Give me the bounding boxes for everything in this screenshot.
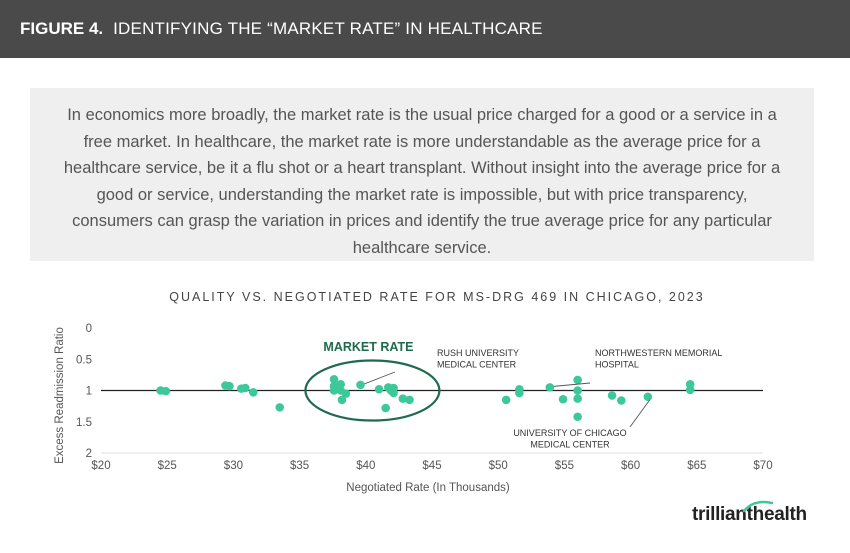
data-point <box>573 412 582 422</box>
x-tick-label: $65 <box>687 460 706 472</box>
data-point <box>398 394 408 403</box>
x-tick-label: $35 <box>290 460 309 472</box>
data-point <box>337 395 347 405</box>
intro-text: In economics more broadly, the market ra… <box>63 106 781 257</box>
data-point <box>607 391 617 400</box>
trilliant-health-logo: trillianthealth <box>692 504 807 526</box>
data-point <box>225 381 234 391</box>
annotation-label: MEDICAL CENTER <box>530 440 610 450</box>
x-axis-label: Negotiated Rate (In Thousands) <box>346 482 510 494</box>
data-point <box>501 395 511 405</box>
logo-text-1: trilliant <box>692 504 753 525</box>
logo-text-2: health <box>752 504 807 525</box>
annotation-leader-line <box>364 371 396 385</box>
annotation-label: HOSPITAL <box>595 360 639 370</box>
market-rate-ellipse <box>304 359 441 422</box>
data-point <box>405 395 414 405</box>
y-tick-label: 0 <box>86 323 92 335</box>
intro-text-box: In economics more broadly, the market ra… <box>30 88 814 261</box>
chart-title: QUALITY VS. NEGOTIATED RATE FOR MS-DRG 4… <box>169 290 705 304</box>
annotation-label: UNIVERSITY OF CHICAGO <box>513 428 626 438</box>
data-point <box>558 394 568 404</box>
y-tick-label: 0.5 <box>76 354 92 366</box>
data-point <box>617 396 626 405</box>
annotation-label: NORTHWESTERN MEMORIAL <box>595 348 722 358</box>
data-point <box>248 388 258 397</box>
data-point <box>241 383 250 393</box>
annotation-leader-line <box>629 399 651 428</box>
x-tick-label: $50 <box>489 460 508 472</box>
data-point <box>685 385 695 395</box>
data-point <box>161 386 171 396</box>
x-tick-label: $40 <box>356 460 375 472</box>
y-tick-label: 2 <box>86 448 92 460</box>
data-point <box>515 388 524 398</box>
y-tick-label: 1.5 <box>76 417 92 429</box>
x-tick-label: $70 <box>753 460 772 472</box>
data-point <box>573 394 582 403</box>
data-point <box>356 380 365 390</box>
y-axis-label: Excess Readmission Ratio <box>54 327 66 464</box>
data-point <box>545 383 555 392</box>
market-rate-label: MARKET RATE <box>323 340 413 354</box>
x-tick-label: $25 <box>158 460 177 472</box>
y-tick-label: 1 <box>86 386 92 398</box>
data-point <box>341 389 351 398</box>
annotation-label: MEDICAL CENTER <box>437 360 517 370</box>
logo-swoosh-icon <box>742 500 774 513</box>
x-tick-label: $30 <box>224 460 243 472</box>
data-point <box>374 384 384 394</box>
figure-label: FIGURE 4. <box>20 19 104 38</box>
figure-header: FIGURE 4. IDENTIFYING THE “MARKET RATE” … <box>0 0 850 58</box>
data-point <box>389 388 398 398</box>
data-point <box>643 392 653 402</box>
x-tick-label: $55 <box>555 460 574 472</box>
data-point <box>329 374 339 384</box>
data-point <box>381 403 390 413</box>
figure-title: IDENTIFYING THE “MARKET RATE” IN HEALTHC… <box>113 19 543 38</box>
scatter-chart: 0 0.5 1 1.5 2$20 $25 $30 $35 $40 $45 $50 $55 $60 $65 $… <box>54 323 773 494</box>
x-tick-label: $20 <box>91 460 110 472</box>
data-point <box>573 375 582 385</box>
annotation-label: RUSH UNIVERSITY <box>437 348 519 358</box>
x-tick-label: $45 <box>422 460 441 472</box>
data-point <box>275 403 285 412</box>
x-tick-label: $60 <box>621 460 640 472</box>
annotation-leader-line <box>553 382 591 387</box>
data-point <box>573 386 582 395</box>
data-point <box>336 379 345 389</box>
data-point <box>329 386 339 395</box>
